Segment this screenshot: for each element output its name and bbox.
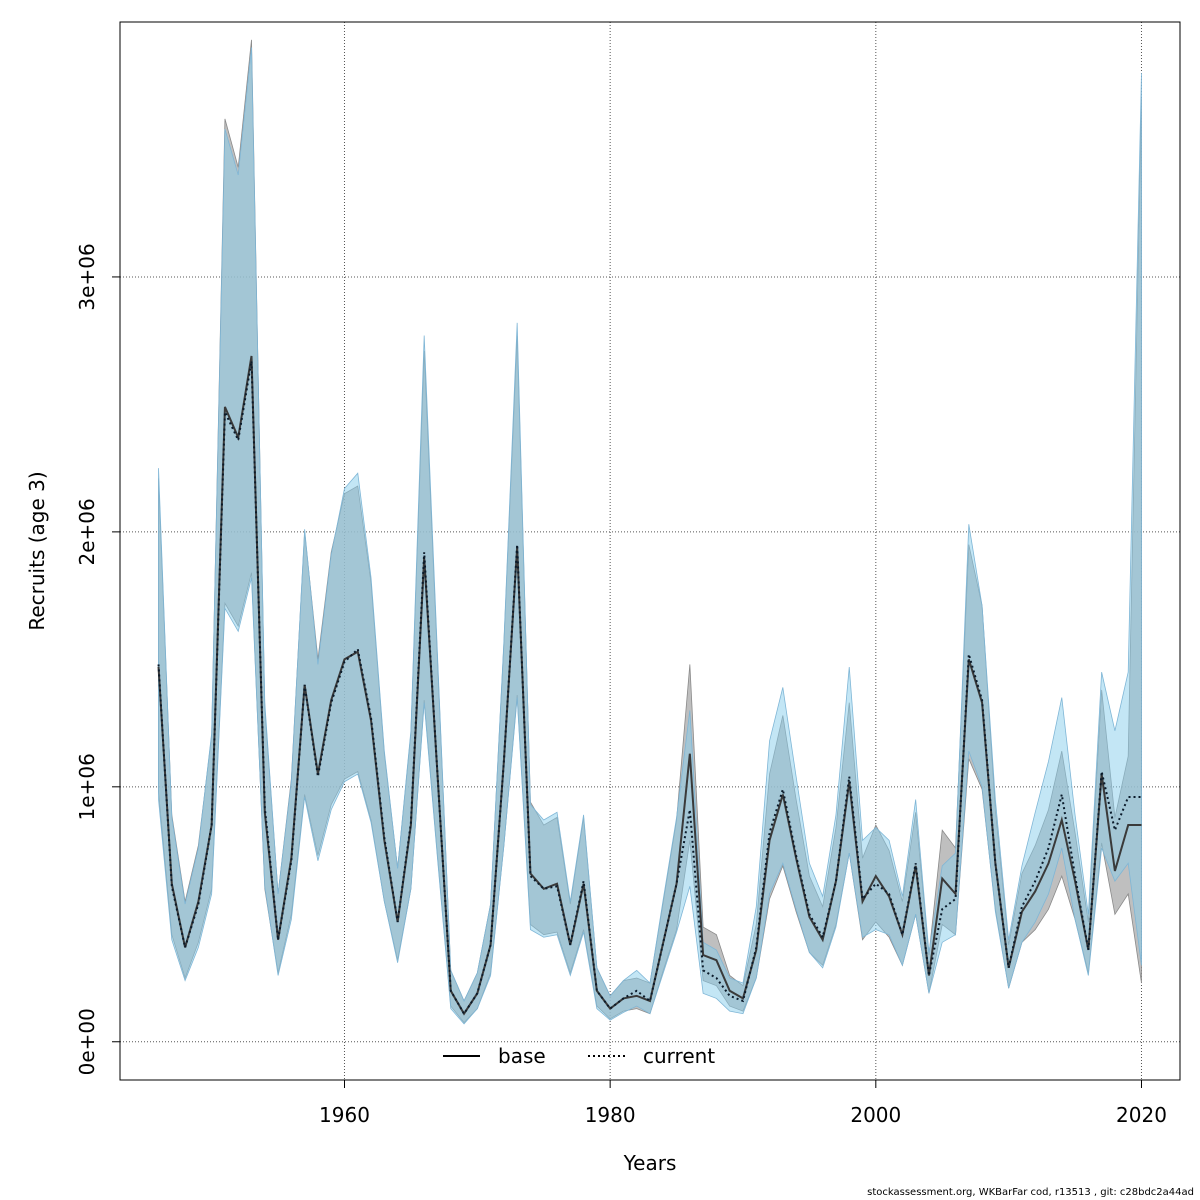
y-tick-label: 1e+06 bbox=[75, 753, 99, 820]
x-tick-label: 2000 bbox=[850, 1103, 901, 1127]
x-tick-label: 1980 bbox=[585, 1103, 636, 1127]
confidence-bands bbox=[158, 39, 1142, 1025]
y-tick-label: 3e+06 bbox=[75, 243, 99, 310]
series-lines bbox=[157, 355, 1142, 1016]
legend-label-base: base bbox=[498, 1044, 546, 1068]
y-tick-label: 0e+00 bbox=[75, 1008, 99, 1075]
y-axis-label: Recruits (age 3) bbox=[25, 471, 49, 630]
y-tick-label: 2e+06 bbox=[75, 498, 99, 565]
plot-frame bbox=[119, 21, 1181, 1081]
footer-credit: stockassessment.org, WKBarFar cod, r1351… bbox=[867, 1187, 1194, 1198]
y-axis: 0e+00 1e+06 2e+06 3e+06 bbox=[75, 243, 120, 1075]
legend-label-current: current bbox=[643, 1044, 715, 1068]
band-current bbox=[158, 47, 1142, 1025]
x-tick-label: 1960 bbox=[319, 1103, 370, 1127]
x-axis-label: Years bbox=[623, 1151, 677, 1175]
x-axis: 1960 1980 2000 2020 bbox=[319, 1080, 1167, 1127]
x-tick-label: 2020 bbox=[1116, 1103, 1167, 1127]
legend: base current bbox=[443, 1044, 715, 1068]
